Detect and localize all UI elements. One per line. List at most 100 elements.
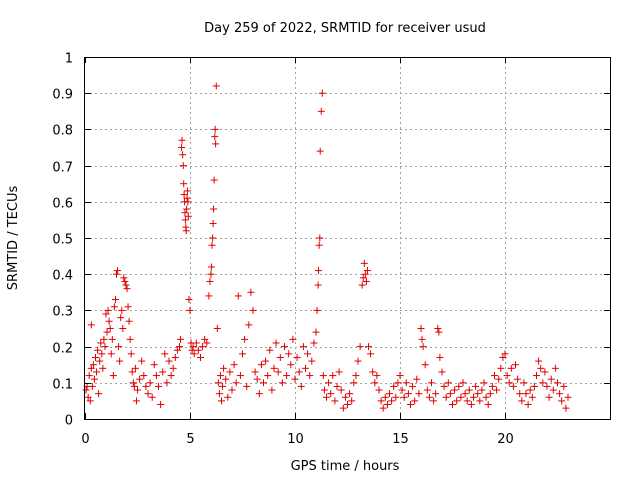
x-tick-label: 5 (186, 432, 194, 447)
data-point (94, 346, 102, 354)
data-point (183, 187, 191, 195)
data-point (558, 397, 566, 405)
data-point (134, 386, 141, 394)
data-point (421, 361, 429, 369)
data-point (564, 393, 572, 401)
data-point (449, 401, 456, 409)
data-point (178, 136, 186, 144)
data-point (270, 364, 278, 372)
data-point (526, 386, 534, 394)
data-point (245, 321, 253, 329)
data-point (425, 393, 433, 401)
data-point (216, 372, 224, 380)
data-point (442, 393, 450, 401)
data-point (503, 372, 511, 380)
data-point (480, 379, 488, 387)
data-point (150, 361, 158, 369)
data-point (361, 270, 369, 278)
data-point (509, 382, 517, 390)
data-point (317, 107, 325, 115)
data-point (417, 325, 425, 332)
data-point (224, 393, 232, 401)
axis-ticks (85, 57, 610, 420)
data-point (331, 397, 339, 405)
data-point (367, 350, 375, 358)
data-point (457, 393, 465, 401)
data-point (418, 335, 426, 343)
data-point (352, 372, 360, 380)
data-point (499, 353, 507, 361)
data-point (522, 390, 530, 398)
data-point (520, 379, 528, 387)
plot-frame (84, 57, 611, 420)
data-point (501, 350, 509, 358)
data-point (315, 267, 323, 275)
data-point (539, 379, 547, 387)
data-point (105, 317, 113, 325)
data-point (285, 350, 293, 358)
data-point (103, 328, 111, 336)
data-point (236, 372, 244, 380)
data-point (488, 382, 496, 390)
data-point (381, 393, 389, 401)
data-point (212, 82, 220, 90)
data-point (188, 346, 196, 354)
data-point (430, 397, 438, 405)
data-point (297, 382, 305, 390)
data-point (140, 372, 148, 380)
data-point (199, 343, 207, 351)
data-point (319, 372, 327, 380)
data-point (212, 140, 220, 148)
data-point (547, 375, 555, 383)
data-point (165, 357, 173, 365)
data-point (363, 267, 371, 275)
data-point (497, 364, 505, 372)
data-point (189, 343, 197, 351)
data-point (402, 379, 410, 387)
data-point (243, 382, 251, 390)
data-point (291, 375, 299, 383)
data-point (99, 364, 107, 372)
data-point (507, 364, 515, 372)
data-point (257, 361, 265, 369)
data-point (333, 382, 341, 390)
data-point (211, 125, 219, 133)
data-point (272, 339, 280, 347)
data-point (181, 216, 189, 224)
data-point (92, 353, 99, 361)
y-tick-label: 0 (65, 414, 73, 429)
data-point (354, 357, 362, 365)
data-point (379, 404, 387, 412)
data-point (207, 270, 215, 278)
data-point (90, 375, 98, 383)
data-point (181, 209, 189, 217)
data-point (327, 390, 335, 398)
data-point (560, 382, 568, 390)
y-tick-label: 0.5 (52, 233, 73, 248)
data-point (505, 379, 513, 387)
data-point (350, 379, 358, 387)
data-point (206, 277, 214, 285)
data-point (360, 259, 368, 267)
data-point (390, 382, 398, 390)
y-tick-label: 0.8 (52, 124, 73, 139)
data-point (185, 296, 193, 304)
data-point (232, 379, 240, 387)
y-tick-label: 0.6 (52, 197, 73, 212)
data-point (208, 241, 216, 249)
data-point (313, 306, 321, 314)
data-point (516, 390, 524, 398)
data-point (113, 270, 120, 278)
data-point (440, 382, 448, 390)
data-point (161, 350, 169, 358)
data-point (255, 390, 263, 398)
data-point (123, 285, 131, 293)
data-point (346, 390, 354, 398)
data-point (253, 375, 261, 383)
data-point (109, 372, 117, 380)
data-point (535, 357, 543, 365)
data-point (239, 350, 246, 358)
data-point (183, 194, 191, 202)
data-point (136, 375, 144, 383)
x-axis-label: GPS time / hours (291, 459, 400, 474)
